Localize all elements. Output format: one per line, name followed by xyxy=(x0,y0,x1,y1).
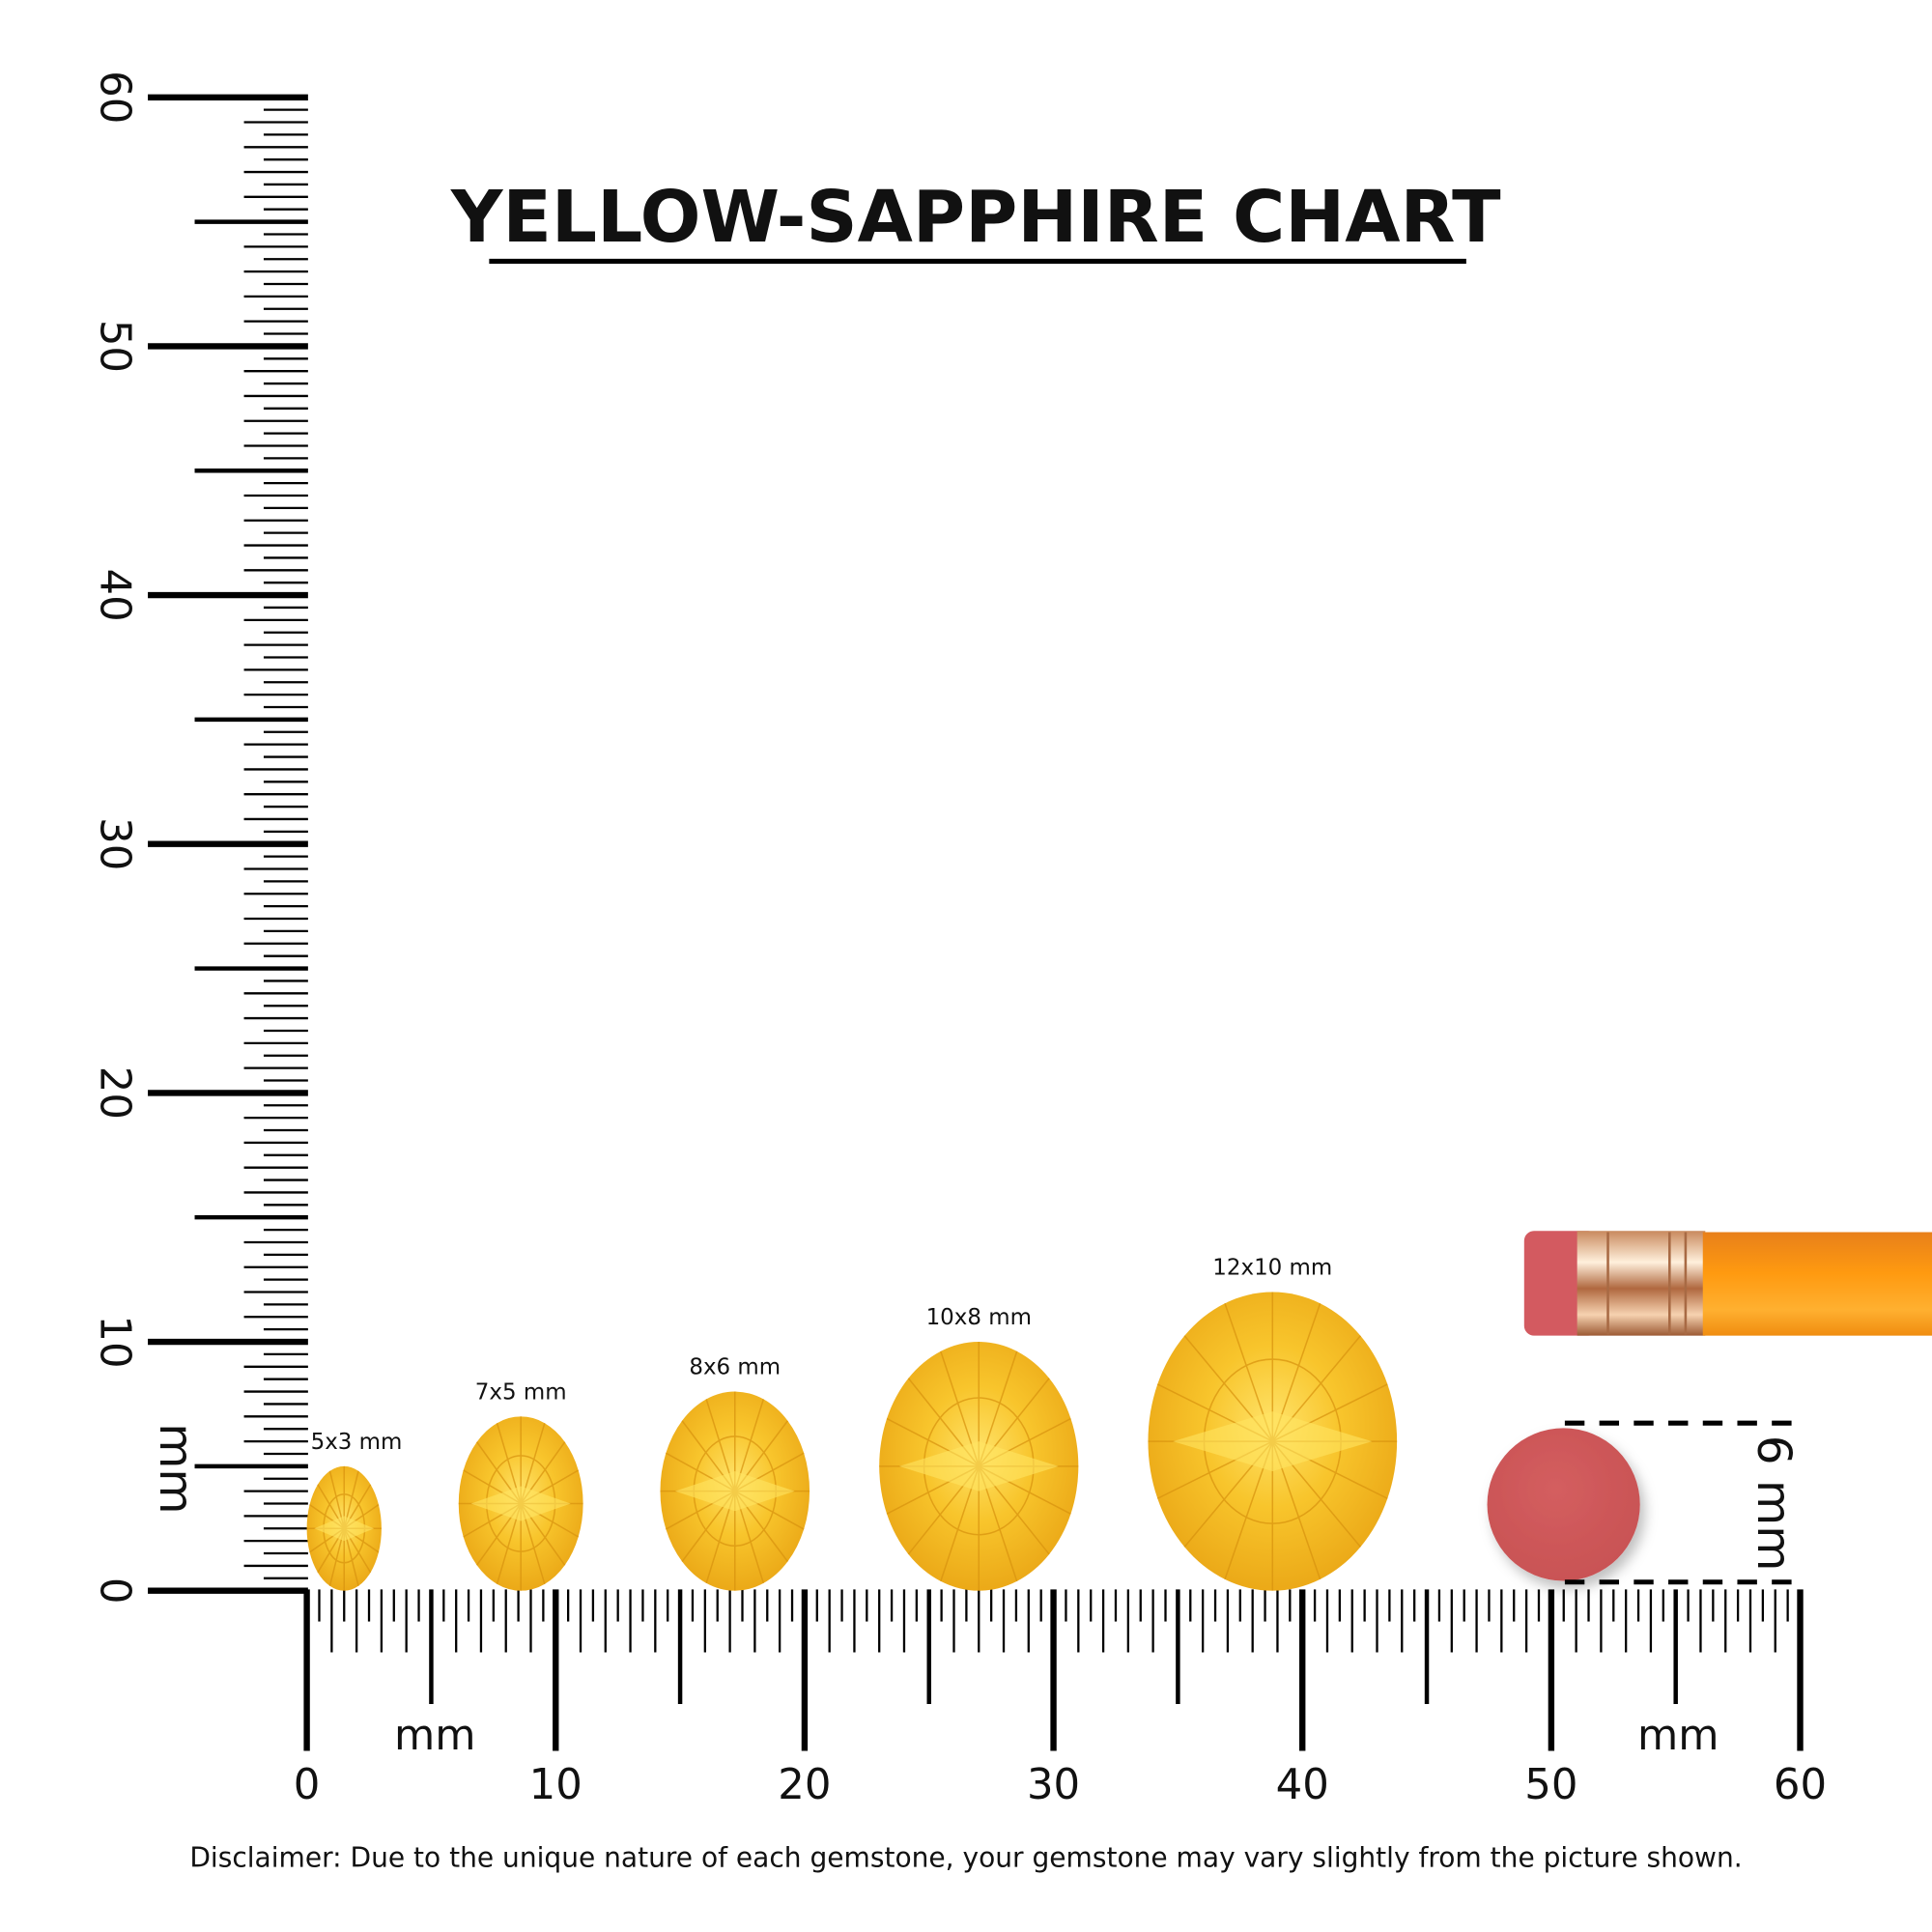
horizontal-tick-label: 10 xyxy=(529,1761,582,1809)
horizontal-tick-label: 40 xyxy=(1276,1761,1329,1809)
vertical-tick-label: 60 xyxy=(91,71,139,124)
pencil-ferrule xyxy=(1577,1231,1706,1336)
gem-size-label: 8x6 mm xyxy=(689,1355,781,1380)
disclaimer-text: Disclaimer: Due to the unique nature of … xyxy=(189,1841,1742,1873)
gem-oval-yellow-sapphire xyxy=(879,1342,1079,1591)
vertical-ruler: 0 10 20 30 40 50 60 xyxy=(91,71,308,1604)
vertical-unit-label: mm xyxy=(149,1423,203,1514)
chart-title: YELLOW-SAPPHIRE CHART xyxy=(450,176,1501,259)
vertical-tick-label: 20 xyxy=(91,1066,139,1120)
horizontal-unit-label-left: mm xyxy=(394,1712,475,1760)
eraser-size-label: 6 mm xyxy=(1747,1435,1801,1572)
gem-size-label: 12x10 mm xyxy=(1212,1256,1332,1281)
horizontal-tick-label: 60 xyxy=(1774,1761,1827,1809)
horizontal-tick-label: 50 xyxy=(1524,1761,1577,1809)
gem-size-label: 5x3 mm xyxy=(311,1430,403,1455)
horizontal-tick-label: 0 xyxy=(294,1761,321,1809)
gem-oval-yellow-sapphire xyxy=(458,1416,583,1591)
pencil-illustration xyxy=(1523,1231,1932,1336)
gem-oval-yellow-sapphire xyxy=(660,1391,810,1591)
horizontal-ruler: 0 10 20 30 40 50 60 xyxy=(294,1589,1827,1809)
gem-oval-yellow-sapphire xyxy=(306,1465,382,1591)
horizontal-tick-label: 20 xyxy=(778,1761,831,1809)
vertical-tick-label: 30 xyxy=(91,817,139,870)
horizontal-unit-label-right: mm xyxy=(1637,1712,1719,1760)
gem-size-label: 7x5 mm xyxy=(475,1379,567,1405)
horizontal-tick-label: 30 xyxy=(1027,1761,1080,1809)
eraser-reference-circle xyxy=(1487,1428,1640,1581)
gem-oval-yellow-sapphire xyxy=(1148,1292,1398,1591)
gem-size-label: 10x8 mm xyxy=(926,1305,1032,1330)
vertical-tick-label: 0 xyxy=(91,1577,139,1605)
vertical-tick-label: 50 xyxy=(91,320,139,373)
pencil-body xyxy=(1702,1232,1932,1336)
vertical-tick-label: 10 xyxy=(91,1315,139,1368)
gem-row: 5x3 mm 7x5 mm 8x6 mm 10x8 mm 12x10 mm xyxy=(306,1256,1398,1591)
vertical-tick-label: 40 xyxy=(91,568,139,621)
